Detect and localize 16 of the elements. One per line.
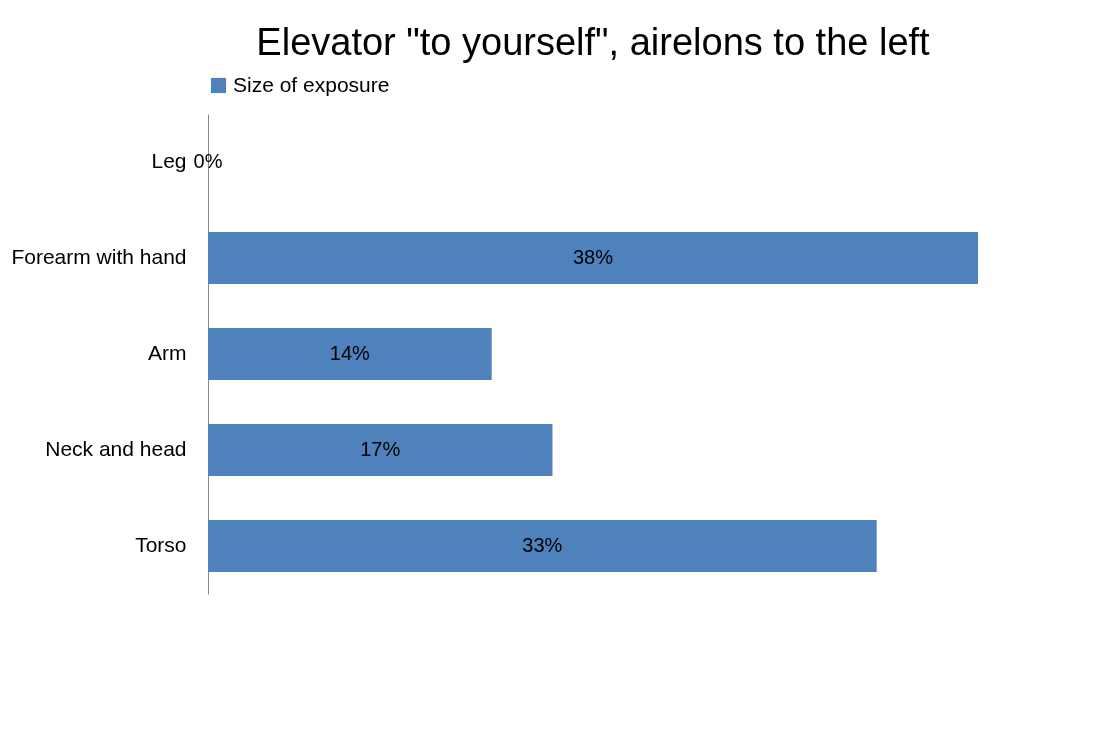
y-tick-label: Leg: [151, 149, 187, 172]
y-tick-label: Forearm with hand: [11, 245, 187, 268]
data-label: 33%: [522, 534, 563, 556]
data-label: 0%: [193, 150, 223, 172]
chart-title: Elevator "to yourself", airelons to the left: [256, 21, 931, 63]
y-tick-label: Arm: [148, 341, 187, 364]
legend-label: Size of exposure: [233, 72, 390, 96]
y-tick-label: Torso: [135, 533, 187, 556]
data-label: 38%: [572, 246, 614, 268]
data-label: 17%: [360, 438, 401, 460]
bar: [208, 328, 492, 380]
y-tick-label: Neck and head: [45, 437, 187, 460]
bar: [208, 520, 877, 572]
bar: [208, 232, 978, 284]
data-label: 14%: [329, 342, 371, 364]
bar: [208, 424, 553, 476]
